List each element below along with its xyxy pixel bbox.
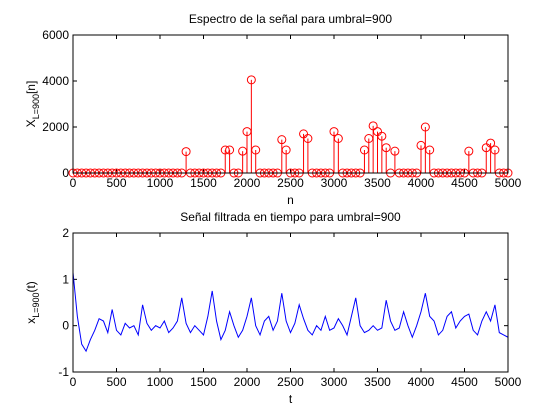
y-tick-label: 1: [62, 272, 69, 286]
chart-title: Señal filtrada en tiempo para umbral=900: [180, 210, 401, 224]
stem-marker: [420, 122, 430, 132]
x-axis-label: n: [287, 193, 294, 207]
stem-marker: [381, 143, 391, 153]
y-tick-label: 0: [62, 319, 69, 333]
stem-marker: [251, 145, 261, 155]
x-tick-label: 3000: [321, 375, 348, 389]
stem-marker: [368, 121, 378, 131]
stem-marker: [303, 134, 313, 143]
y-axis-label: xL=900(t): [24, 281, 41, 324]
x-tick-label: 0: [70, 176, 77, 190]
x-tick-label: 4500: [451, 375, 478, 389]
stem-marker: [377, 131, 387, 141]
x-tick-label: 4500: [451, 176, 478, 190]
y-tick-label: 2: [62, 226, 69, 240]
x-tick-label: 3000: [321, 176, 348, 190]
stem-marker: [490, 145, 500, 155]
plot-area: [73, 35, 508, 173]
x-tick-label: 1500: [190, 176, 217, 190]
x-tick-label: 1000: [147, 375, 174, 389]
x-tick-label: 4000: [408, 375, 435, 389]
y-axis-label-part: (t): [24, 281, 38, 292]
stem-marker: [333, 134, 343, 143]
x-tick-label: 4000: [408, 176, 435, 190]
stem-marker: [464, 146, 474, 156]
axes-frame: [72, 34, 509, 174]
x-tick-label: 1500: [190, 375, 217, 389]
x-tick-label: 500: [106, 176, 126, 190]
stem-marker: [425, 145, 435, 155]
stem-marker: [486, 138, 496, 148]
y-tick-label: -1: [58, 365, 69, 379]
plot-area: [73, 233, 508, 372]
x-tick-label: 3500: [364, 375, 391, 389]
stem-marker: [329, 127, 339, 137]
y-axis-label-part: L=900: [31, 293, 41, 318]
x-tick-label: 2500: [277, 375, 304, 389]
stem-marker: [181, 147, 191, 157]
y-axis-label-part: x: [24, 318, 38, 324]
stem-marker: [277, 135, 287, 145]
x-tick-label: 5000: [495, 375, 522, 389]
axes-frame: [72, 232, 509, 373]
x-tick-label: 5000: [495, 176, 522, 190]
y-tick-label: 4000: [42, 74, 69, 88]
y-axis-label-part: L=900: [31, 94, 41, 119]
y-axis-label-part: X: [24, 119, 38, 127]
stem-marker: [225, 145, 235, 155]
y-tick-label: 0: [62, 166, 69, 180]
y-axis-label: XL=900[n]: [24, 81, 41, 128]
x-tick-label: 1000: [147, 176, 174, 190]
y-tick-label: 6000: [42, 28, 69, 42]
x-tick-label: 2500: [277, 176, 304, 190]
x-tick-label: 3500: [364, 176, 391, 190]
x-tick-label: 500: [106, 375, 126, 389]
x-tick-label: 0: [70, 375, 77, 389]
x-axis-label: t: [289, 392, 293, 406]
y-axis-label-part: [n]: [24, 81, 38, 94]
y-tick-label: 2000: [42, 120, 69, 134]
stem-marker: [246, 75, 256, 85]
stem-marker: [390, 146, 400, 156]
x-tick-label: 2000: [234, 375, 261, 389]
chart-title: Espectro de la señal para umbral=900: [189, 12, 392, 26]
x-tick-label: 2000: [234, 176, 261, 190]
stem-marker: [281, 145, 291, 155]
signal-line: [72, 272, 509, 353]
